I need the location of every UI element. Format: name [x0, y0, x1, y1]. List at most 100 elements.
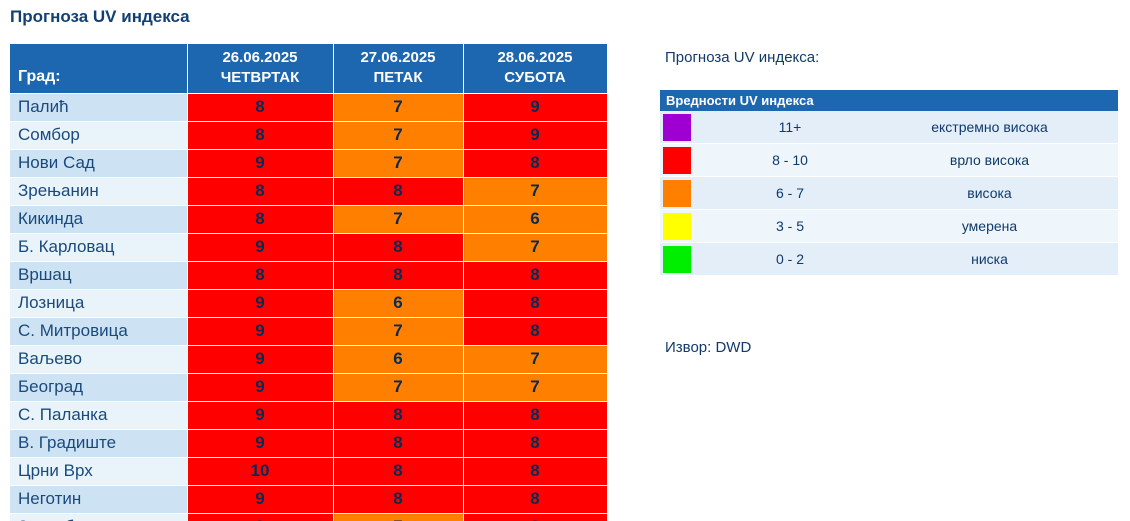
city-cell: Црни Врх [10, 457, 188, 486]
uv-value-cell: 7 [333, 205, 464, 234]
uv-table-body: Палић 8 7 9 Сомбор 8 7 9 Нови Сад 9 7 8 … [10, 93, 607, 521]
uv-value-cell: 8 [187, 93, 334, 122]
uv-value-cell: 7 [463, 373, 607, 402]
uv-value-cell: 9 [187, 233, 334, 262]
city-cell: Лозница [10, 289, 188, 318]
table-row: Београд 9 7 7 [10, 373, 607, 402]
uv-color-swatch [663, 113, 691, 141]
uv-value-cell: 10 [187, 457, 334, 486]
date-text: 27.06.2025 [360, 49, 436, 67]
day-text: ЧЕТВРТАК [220, 69, 300, 87]
uv-value-cell: 8 [463, 457, 607, 486]
city-cell: Сомбор [10, 121, 188, 150]
uv-value-cell: 8 [463, 429, 607, 458]
uv-value-cell: 9 [187, 345, 334, 374]
table-row: Црни Врх 10 8 8 [10, 457, 607, 486]
table-row: С. Паланка 9 8 8 [10, 401, 607, 430]
city-column-header: Град: [10, 44, 188, 94]
city-cell: Палић [10, 93, 188, 122]
uv-value-cell: 8 [187, 261, 334, 290]
city-cell: Б. Карловац [10, 233, 188, 262]
uv-value-cell: 6 [333, 345, 464, 374]
legend-row: 3 - 5 умерена [660, 210, 1118, 243]
table-row: Зрењанин 8 8 7 [10, 177, 607, 206]
legend-row: 11+ екстремно висока [660, 111, 1118, 144]
uv-value-cell: 9 [187, 485, 334, 514]
uv-value-cell: 8 [333, 485, 464, 514]
uv-level-label: екстремно висока [931, 119, 1048, 135]
uv-value-cell: 9 [463, 93, 607, 122]
legend-rows: 11+ екстремно висока 8 - 10 врло висока … [660, 111, 1118, 276]
table-row: Нови Сад 9 7 8 [10, 149, 607, 178]
uv-color-swatch [663, 179, 691, 207]
city-cell: Кикинда [10, 205, 188, 234]
uv-value-cell: 7 [333, 121, 464, 150]
uv-legend: Вредности UV индекса 11+ екстремно висок… [660, 90, 1118, 276]
uv-range: 0 - 2 [775, 251, 804, 267]
uv-level-label: ниска [971, 251, 1008, 267]
table-row: Сомбор 8 7 9 [10, 121, 607, 150]
date-column-header-2: 27.06.2025 ПЕТАК [333, 44, 464, 94]
uv-value-cell: 8 [463, 261, 607, 290]
uv-color-swatch [663, 212, 691, 240]
city-cell: Београд [10, 373, 188, 402]
legend-header: Вредности UV индекса [660, 90, 1118, 111]
uv-range: 3 - 5 [775, 218, 804, 234]
uv-value-cell: 8 [187, 177, 334, 206]
uv-value-cell: 9 [187, 513, 334, 521]
city-cell: Ваљево [10, 345, 188, 374]
city-cell: Вршац [10, 261, 188, 290]
uv-value-cell: 7 [463, 177, 607, 206]
uv-value-cell: 7 [333, 93, 464, 122]
uv-range: 11+ [778, 119, 802, 135]
uv-value-cell: 7 [463, 345, 607, 374]
uv-value-cell: 7 [333, 513, 464, 521]
uv-value-cell: 9 [187, 149, 334, 178]
uv-color-swatch [663, 146, 691, 174]
city-cell: С. Митровица [10, 317, 188, 346]
table-row: Ваљево 9 6 7 [10, 345, 607, 374]
uv-value-cell: 7 [333, 149, 464, 178]
date-column-header-1: 26.06.2025 ЧЕТВРТАК [187, 44, 334, 94]
uv-value-cell: 9 [187, 429, 334, 458]
uv-value-cell: 9 [187, 289, 334, 318]
city-cell: Неготин [10, 485, 188, 514]
date-column-header-3: 28.06.2025 СУБОТА [463, 44, 607, 94]
uv-value-cell: 8 [333, 233, 464, 262]
uv-value-cell: 6 [463, 205, 607, 234]
uv-value-cell: 8 [333, 429, 464, 458]
table-row: Лозница 9 6 8 [10, 289, 607, 318]
uv-value-cell: 8 [463, 149, 607, 178]
date-text: 28.06.2025 [497, 49, 573, 67]
legend-row: 8 - 10 врло висока [660, 144, 1118, 177]
uv-value-cell: 8 [333, 457, 464, 486]
uv-value-cell: 8 [463, 317, 607, 346]
uv-value-cell: 8 [463, 401, 607, 430]
uv-value-cell: 8 [463, 513, 607, 521]
uv-value-cell: 8 [333, 401, 464, 430]
city-cell: Зрењанин [10, 177, 188, 206]
legend-title: Прогноза UV индекса: [665, 49, 820, 66]
uv-level-label: висока [967, 185, 1012, 201]
uv-value-cell: 7 [333, 317, 464, 346]
table-row: В. Градиште 9 8 8 [10, 429, 607, 458]
uv-value-cell: 9 [187, 317, 334, 346]
uv-range: 8 - 10 [772, 152, 808, 168]
day-text: ПЕТАК [373, 69, 423, 87]
uv-range: 6 - 7 [775, 185, 804, 201]
table-row: Б. Карловац 9 8 7 [10, 233, 607, 262]
uv-color-swatch [663, 245, 691, 273]
uv-forecast-table: Град: 26.06.2025 ЧЕТВРТАК 27.06.2025 ПЕТ… [10, 44, 607, 521]
uv-level-label: умерена [961, 218, 1018, 234]
uv-value-cell: 8 [463, 289, 607, 318]
city-cell: В. Градиште [10, 429, 188, 458]
table-row: Вршац 8 8 8 [10, 261, 607, 290]
date-text: 26.06.2025 [222, 49, 298, 67]
legend-row: 0 - 2 ниска [660, 243, 1118, 276]
table-row: Златибор 9 7 8 [10, 513, 607, 521]
uv-value-cell: 9 [187, 373, 334, 402]
source-label: Извор: DWD [665, 339, 752, 356]
uv-value-cell: 8 [187, 205, 334, 234]
page-title: Прогноза UV индекса [10, 7, 190, 26]
table-header-row: Град: 26.06.2025 ЧЕТВРТАК 27.06.2025 ПЕТ… [10, 44, 607, 94]
